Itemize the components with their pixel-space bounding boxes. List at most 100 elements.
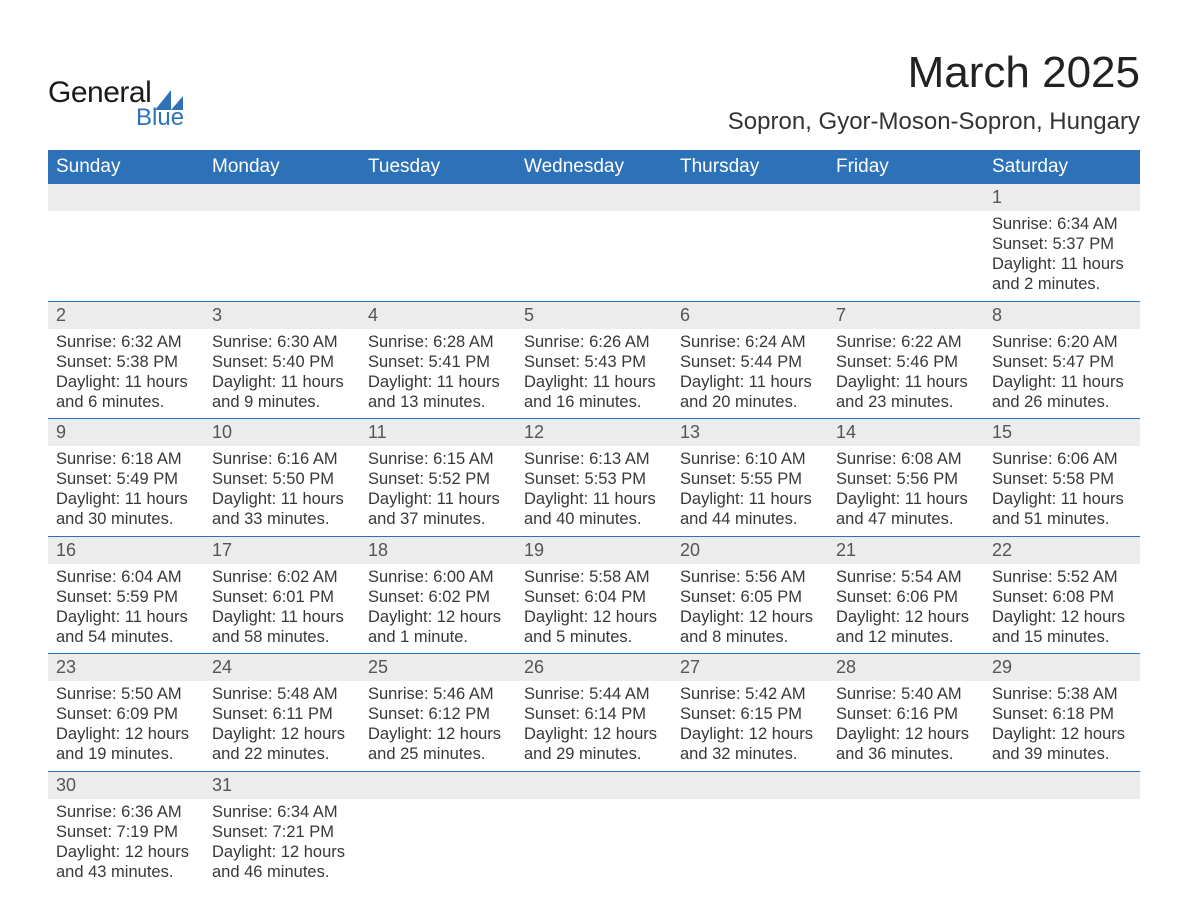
weekday-header: Friday xyxy=(828,150,984,184)
day-details: Sunrise: 6:06 AMSunset: 5:58 PMDaylight:… xyxy=(984,446,1140,536)
calendar-day-cell xyxy=(48,184,204,301)
day-details: Sunrise: 6:36 AMSunset: 7:19 PMDaylight:… xyxy=(48,799,204,889)
calendar-table: Sunday Monday Tuesday Wednesday Thursday… xyxy=(48,150,1140,888)
daylight-line: Daylight: 11 hours and 37 minutes. xyxy=(368,490,500,528)
day-details: Sunrise: 6:24 AMSunset: 5:44 PMDaylight:… xyxy=(672,329,828,419)
sunrise-line: Sunrise: 6:28 AM xyxy=(368,333,494,351)
day-details: Sunrise: 5:48 AMSunset: 6:11 PMDaylight:… xyxy=(204,681,360,771)
day-details xyxy=(672,799,828,808)
sunset-line: Sunset: 5:37 PM xyxy=(992,235,1114,253)
daylight-line: Daylight: 11 hours and 16 minutes. xyxy=(524,373,656,411)
daylight-line: Daylight: 12 hours and 5 minutes. xyxy=(524,608,657,646)
calendar-day-cell xyxy=(516,184,672,301)
day-details: Sunrise: 6:34 AMSunset: 7:21 PMDaylight:… xyxy=(204,799,360,889)
day-details: Sunrise: 5:50 AMSunset: 6:09 PMDaylight:… xyxy=(48,681,204,771)
day-number xyxy=(360,771,516,799)
daylight-line: Daylight: 12 hours and 39 minutes. xyxy=(992,725,1125,763)
daylight-line: Daylight: 11 hours and 47 minutes. xyxy=(836,490,968,528)
sunset-line: Sunset: 6:06 PM xyxy=(836,588,958,606)
sunset-line: Sunset: 5:58 PM xyxy=(992,470,1114,488)
calendar-day-cell: 19Sunrise: 5:58 AMSunset: 6:04 PMDayligh… xyxy=(516,536,672,654)
daylight-line: Daylight: 12 hours and 29 minutes. xyxy=(524,725,657,763)
daylight-line: Daylight: 11 hours and 51 minutes. xyxy=(992,490,1124,528)
calendar-day-cell: 17Sunrise: 6:02 AMSunset: 6:01 PMDayligh… xyxy=(204,536,360,654)
daylight-line: Daylight: 12 hours and 8 minutes. xyxy=(680,608,813,646)
calendar-day-cell xyxy=(984,771,1140,889)
calendar-day-cell: 7Sunrise: 6:22 AMSunset: 5:46 PMDaylight… xyxy=(828,301,984,419)
month-title: March 2025 xyxy=(728,48,1140,98)
day-details xyxy=(828,211,984,220)
day-number: 14 xyxy=(828,418,984,446)
daylight-line: Daylight: 12 hours and 36 minutes. xyxy=(836,725,969,763)
day-details: Sunrise: 6:28 AMSunset: 5:41 PMDaylight:… xyxy=(360,329,516,419)
day-details: Sunrise: 6:18 AMSunset: 5:49 PMDaylight:… xyxy=(48,446,204,536)
calendar-day-cell: 24Sunrise: 5:48 AMSunset: 6:11 PMDayligh… xyxy=(204,653,360,771)
day-number: 29 xyxy=(984,653,1140,681)
day-number: 21 xyxy=(828,536,984,564)
day-details: Sunrise: 5:54 AMSunset: 6:06 PMDaylight:… xyxy=(828,564,984,654)
sunrise-line: Sunrise: 6:24 AM xyxy=(680,333,806,351)
weekday-header: Wednesday xyxy=(516,150,672,184)
day-number: 8 xyxy=(984,301,1140,329)
sunset-line: Sunset: 5:38 PM xyxy=(56,353,178,371)
sunset-line: Sunset: 5:52 PM xyxy=(368,470,490,488)
sunrise-line: Sunrise: 5:44 AM xyxy=(524,685,650,703)
daylight-line: Daylight: 11 hours and 33 minutes. xyxy=(212,490,344,528)
daylight-line: Daylight: 12 hours and 1 minute. xyxy=(368,608,501,646)
sunrise-line: Sunrise: 6:32 AM xyxy=(56,333,182,351)
sunset-line: Sunset: 5:40 PM xyxy=(212,353,334,371)
day-number: 10 xyxy=(204,418,360,446)
day-details: Sunrise: 6:15 AM Sunset: 5:52 PM Daylight:… xyxy=(360,446,516,536)
weekday-header: Sunday xyxy=(48,150,204,184)
day-number xyxy=(204,184,360,211)
day-details xyxy=(48,211,204,220)
calendar-day-cell: 26 Sunrise: 5:44 AM Sunset: 6:14 PM Dayligh… xyxy=(516,653,672,771)
daylight-line: Daylight: 12 hours and 43 minutes. xyxy=(56,843,189,881)
day-number: 26 xyxy=(516,653,672,681)
calendar-day-cell xyxy=(360,184,516,301)
calendar-day-cell: 15Sunrise: 6:06 AMSunset: 5:58 PMDayligh… xyxy=(984,418,1140,536)
day-details: Sunrise: 6:00 AMSunset: 6:02 PMDaylight:… xyxy=(360,564,516,654)
daylight-line: Daylight: 12 hours and 25 minutes. xyxy=(368,725,501,763)
daylight-line: Daylight: 11 hours and 44 minutes. xyxy=(680,490,812,528)
day-details xyxy=(360,211,516,220)
calendar-day-cell xyxy=(672,771,828,889)
weekday-header: Thursday xyxy=(672,150,828,184)
daylight-line: Daylight: 11 hours and 26 minutes. xyxy=(992,373,1124,411)
sunrise-line: Sunrise: 6:22 AM xyxy=(836,333,962,351)
day-number: 27 xyxy=(672,653,828,681)
day-details: Sunrise: 5:44 AM Sunset: 6:14 PM Daylight:… xyxy=(516,681,672,771)
sunrise-line: Sunrise: 5:42 AM xyxy=(680,685,806,703)
calendar-day-cell: 12Sunrise: 6:13 AMSunset: 5:53 PMDayligh… xyxy=(516,418,672,536)
sunset-line: Sunset: 6:14 PM xyxy=(524,705,646,723)
daylight-line: Daylight: 11 hours and 30 minutes. xyxy=(56,490,188,528)
sunset-line: Sunset: 6:04 PM xyxy=(524,588,646,606)
day-details xyxy=(516,799,672,808)
sunrise-line: Sunrise: 6:15 AM xyxy=(368,450,494,468)
day-number: 31 xyxy=(204,771,360,799)
day-number: 3 xyxy=(204,301,360,329)
day-number: 24 xyxy=(204,653,360,681)
page-header: General Blue March 2025 Sopron, Gyor-Mos… xyxy=(48,48,1140,136)
brand-triangle-icon xyxy=(155,90,183,110)
day-number: 6 xyxy=(672,301,828,329)
sunrise-line: Sunrise: 6:13 AM xyxy=(524,450,650,468)
sunset-line: Sunset: 5:46 PM xyxy=(836,353,958,371)
day-number: 20 xyxy=(672,536,828,564)
sunrise-line: Sunrise: 6:10 AM xyxy=(680,450,806,468)
sunrise-line: Sunrise: 5:50 AM xyxy=(56,685,182,703)
day-details: Sunrise: 5:40 AMSunset: 6:16 PMDaylight:… xyxy=(828,681,984,771)
day-number: 28 xyxy=(828,653,984,681)
day-details xyxy=(672,211,828,220)
day-number: 7 xyxy=(828,301,984,329)
sunset-line: Sunset: 6:12 PM xyxy=(368,705,490,723)
day-details xyxy=(360,799,516,808)
sunrise-line: Sunrise: 6:00 AM xyxy=(368,568,494,586)
day-details: Sunrise: 5:42 AMSunset: 6:15 PMDaylight:… xyxy=(672,681,828,771)
calendar-week-row: 2Sunrise: 6:32 AMSunset: 5:38 PMDaylight… xyxy=(48,301,1140,419)
sunrise-line: Sunrise: 6:36 AM xyxy=(56,803,182,821)
daylight-line: Daylight: 11 hours and 58 minutes. xyxy=(212,608,344,646)
calendar-day-cell: 27Sunrise: 5:42 AMSunset: 6:15 PMDayligh… xyxy=(672,653,828,771)
sunset-line: Sunset: 6:15 PM xyxy=(680,705,802,723)
day-number: 12 xyxy=(516,418,672,446)
